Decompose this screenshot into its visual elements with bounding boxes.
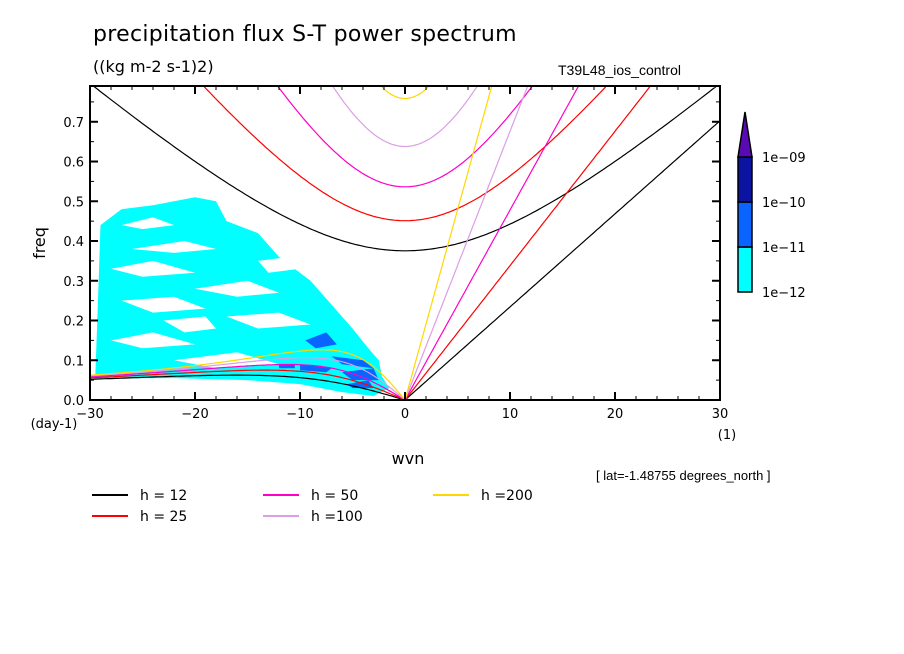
contour-gap <box>111 260 195 277</box>
x-tick-label: 30 <box>712 407 729 422</box>
x-tick-label: 0 <box>401 407 409 422</box>
chart-title: precipitation flux S-T power spectrum <box>93 22 517 47</box>
y-tick-label: 0.0 <box>63 394 84 409</box>
curve-kelvin-h100 <box>404 87 528 399</box>
x-tick-label: −20 <box>181 407 208 422</box>
y-tick-label: 0.4 <box>63 235 84 250</box>
curve-ig-h200 <box>380 87 430 100</box>
x-axis-label: wvn <box>392 449 425 468</box>
y-tick-label: 0.3 <box>63 275 84 290</box>
contour-region-1e-11 <box>300 364 332 373</box>
colorbar-extend-arrow <box>737 111 753 158</box>
contour-gap <box>258 256 300 273</box>
legend-label: h = 25 <box>140 509 187 525</box>
y-tick-label: 0.5 <box>63 195 84 210</box>
colorbar: 1e−12 1e−11 1e−10 1e−09 <box>737 111 806 301</box>
dispersion-curves <box>91 87 719 399</box>
contour-gap <box>174 352 279 369</box>
y-axis-label: freq <box>30 227 49 259</box>
contour-gap <box>226 312 311 329</box>
y-axis-units: (day-1) <box>31 417 78 432</box>
y-tick-label: 0.2 <box>63 315 84 330</box>
x-tick-label: 10 <box>502 407 519 422</box>
contour-region-1e-11 <box>305 332 337 349</box>
legend-label: h = 50 <box>311 488 358 504</box>
curve-kelvin-h200 <box>404 87 493 399</box>
contour-gap <box>163 316 216 333</box>
contour-region-1e-11 <box>279 364 295 369</box>
x-tick-label: −30 <box>76 407 103 422</box>
curve-er-h200 <box>91 349 405 399</box>
curve-kelvin-h25 <box>405 87 651 399</box>
x-axis-units: (1) <box>718 428 736 443</box>
curve-ig-h50 <box>277 87 533 188</box>
curve-ig-h12 <box>93 87 717 252</box>
contour-gap <box>121 296 206 313</box>
curve-kelvin-h50 <box>404 87 579 399</box>
curve-ig-h100 <box>332 87 478 148</box>
latitude-annotation: [ lat=-1.48755 degrees_north ] <box>596 468 771 483</box>
x-tick-label: −10 <box>286 407 313 422</box>
legend-label: h =100 <box>311 509 363 525</box>
x-tick-label: 20 <box>607 407 624 422</box>
run-label: T39L48_ios_control <box>558 62 681 78</box>
y-tick-label: 0.7 <box>63 116 84 131</box>
contour-region-1e-11 <box>342 368 379 381</box>
colorbar-label: 1e−11 <box>762 241 806 256</box>
colorbar-label: 1e−09 <box>762 151 806 166</box>
colorbar-segment <box>737 156 753 203</box>
curve-er-h50 <box>91 363 405 399</box>
colorbar-label: 1e−12 <box>762 286 806 301</box>
contour-fills <box>95 197 390 396</box>
y-axis: 0.0 0.1 0.2 0.3 0.4 0.5 0.6 0.7 <box>63 101 720 409</box>
curve-er-h25 <box>91 369 405 399</box>
x-axis: −30 −20 −10 0 10 20 30 <box>76 86 728 422</box>
colorbar-segment <box>737 246 753 293</box>
curve-ig-h25 <box>203 87 607 222</box>
legend-label: h =200 <box>481 488 533 504</box>
contour-gap <box>121 217 174 230</box>
legend: h = 12 h = 25 h = 50 h =100 h =200 <box>92 488 533 525</box>
contour-gap <box>111 332 195 349</box>
curve-er-h100 <box>91 357 405 399</box>
contour-gap <box>132 241 216 253</box>
legend-label: h = 12 <box>140 488 187 504</box>
contour-region-1e-11 <box>331 356 374 369</box>
contour-gap <box>195 280 279 297</box>
units-label: ((kg m-2 s-1)2) <box>93 57 214 76</box>
y-tick-label: 0.1 <box>63 354 84 369</box>
colorbar-segment <box>737 201 753 248</box>
curve-kelvin-h12 <box>405 120 719 399</box>
colorbar-label: 1e−10 <box>762 196 806 211</box>
y-tick-label: 0.6 <box>63 156 84 171</box>
curve-er-h12 <box>91 374 404 399</box>
